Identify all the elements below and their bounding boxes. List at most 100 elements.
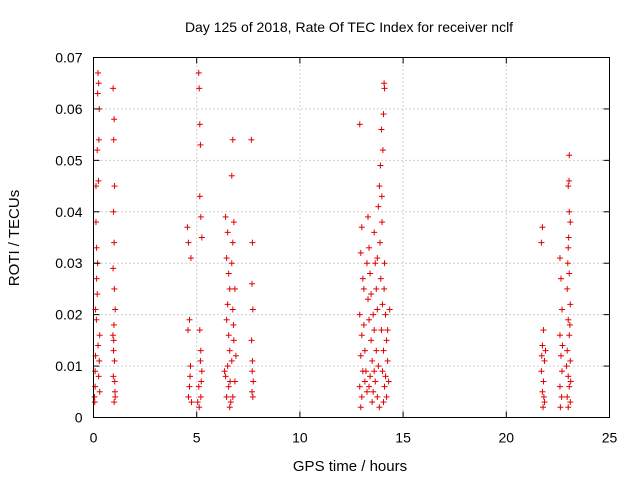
data-point [563, 363, 570, 370]
data-point [229, 136, 236, 143]
data-point [539, 388, 546, 395]
data-point [248, 337, 255, 344]
data-point [110, 337, 117, 344]
data-point [93, 275, 100, 282]
data-point [95, 136, 102, 143]
data-point [538, 352, 545, 359]
data-point [109, 332, 116, 339]
data-point [111, 285, 118, 292]
data-point [91, 393, 98, 400]
data-point [196, 85, 203, 92]
data-point [223, 393, 230, 400]
data-point [197, 141, 204, 148]
x-tick-label: 20 [499, 430, 515, 446]
data-point [367, 270, 374, 277]
data-point [367, 373, 374, 380]
data-point [360, 285, 367, 292]
data-point [567, 357, 574, 364]
data-point [539, 224, 546, 231]
data-point [371, 368, 378, 375]
data-point [222, 213, 229, 220]
data-point [374, 255, 381, 262]
data-point [228, 260, 235, 267]
data-point [110, 85, 117, 92]
axis-ticks: 0 5 10 15 20 25 0 0.01 0.02 0.03 0.04 0.05 0.06 0.07 [55, 50, 617, 446]
data-point [224, 301, 231, 308]
data-point [540, 393, 547, 400]
data-point [370, 311, 377, 318]
data-point [224, 229, 231, 236]
data-point [385, 378, 392, 385]
y-tick-label: 0.03 [55, 255, 82, 271]
data-point [186, 316, 193, 323]
data-point [564, 260, 571, 267]
data-point [378, 193, 385, 200]
data-point [231, 285, 238, 292]
data-point [360, 321, 367, 328]
data-points [91, 69, 574, 411]
data-point [224, 363, 231, 370]
data-point [225, 383, 232, 390]
data-point [111, 239, 118, 246]
data-point [540, 378, 547, 385]
data-point [557, 404, 564, 411]
data-point [250, 378, 257, 385]
data-point [565, 404, 572, 411]
data-point [222, 373, 229, 380]
data-point [110, 136, 117, 143]
data-point [357, 352, 364, 359]
data-point [96, 357, 103, 364]
data-point [361, 378, 368, 385]
data-point [248, 136, 255, 143]
data-point [184, 224, 191, 231]
data-point [198, 234, 205, 241]
data-point [226, 285, 233, 292]
data-point [567, 219, 574, 226]
data-point [379, 368, 386, 375]
data-point [373, 285, 380, 292]
data-point [358, 332, 365, 339]
x-tick-label: 10 [292, 430, 308, 446]
data-point [381, 383, 388, 390]
data-point [383, 337, 390, 344]
data-point [566, 177, 573, 184]
data-point [376, 239, 383, 246]
data-point [227, 399, 234, 406]
data-point [371, 327, 378, 334]
data-point [196, 404, 203, 411]
data-point [366, 383, 373, 390]
data-point [566, 270, 573, 277]
data-point [198, 378, 205, 385]
data-point [228, 172, 235, 179]
data-point [94, 90, 101, 97]
data-point [94, 291, 101, 298]
data-point [232, 352, 239, 359]
data-point [195, 69, 202, 76]
data-point [96, 388, 103, 395]
y-tick-label: 0.02 [55, 307, 82, 323]
data-point [223, 255, 230, 262]
data-point [110, 347, 117, 354]
data-point [375, 363, 382, 370]
x-tick-label: 5 [193, 430, 201, 446]
data-point [230, 337, 237, 344]
data-point [195, 383, 202, 390]
data-point [362, 368, 369, 375]
data-point [540, 327, 547, 334]
data-point [567, 378, 574, 385]
data-point [230, 219, 237, 226]
data-point [382, 373, 389, 380]
y-axis-label: ROTI / TECUs [6, 190, 23, 286]
data-point [564, 347, 571, 354]
data-point [379, 147, 386, 154]
data-point [187, 363, 194, 370]
data-point [226, 347, 233, 354]
data-point [363, 388, 370, 395]
data-point [384, 357, 391, 364]
data-point [249, 388, 256, 395]
data-point [372, 378, 379, 385]
data-point [386, 306, 393, 313]
data-point [379, 219, 386, 226]
data-point [358, 224, 365, 231]
